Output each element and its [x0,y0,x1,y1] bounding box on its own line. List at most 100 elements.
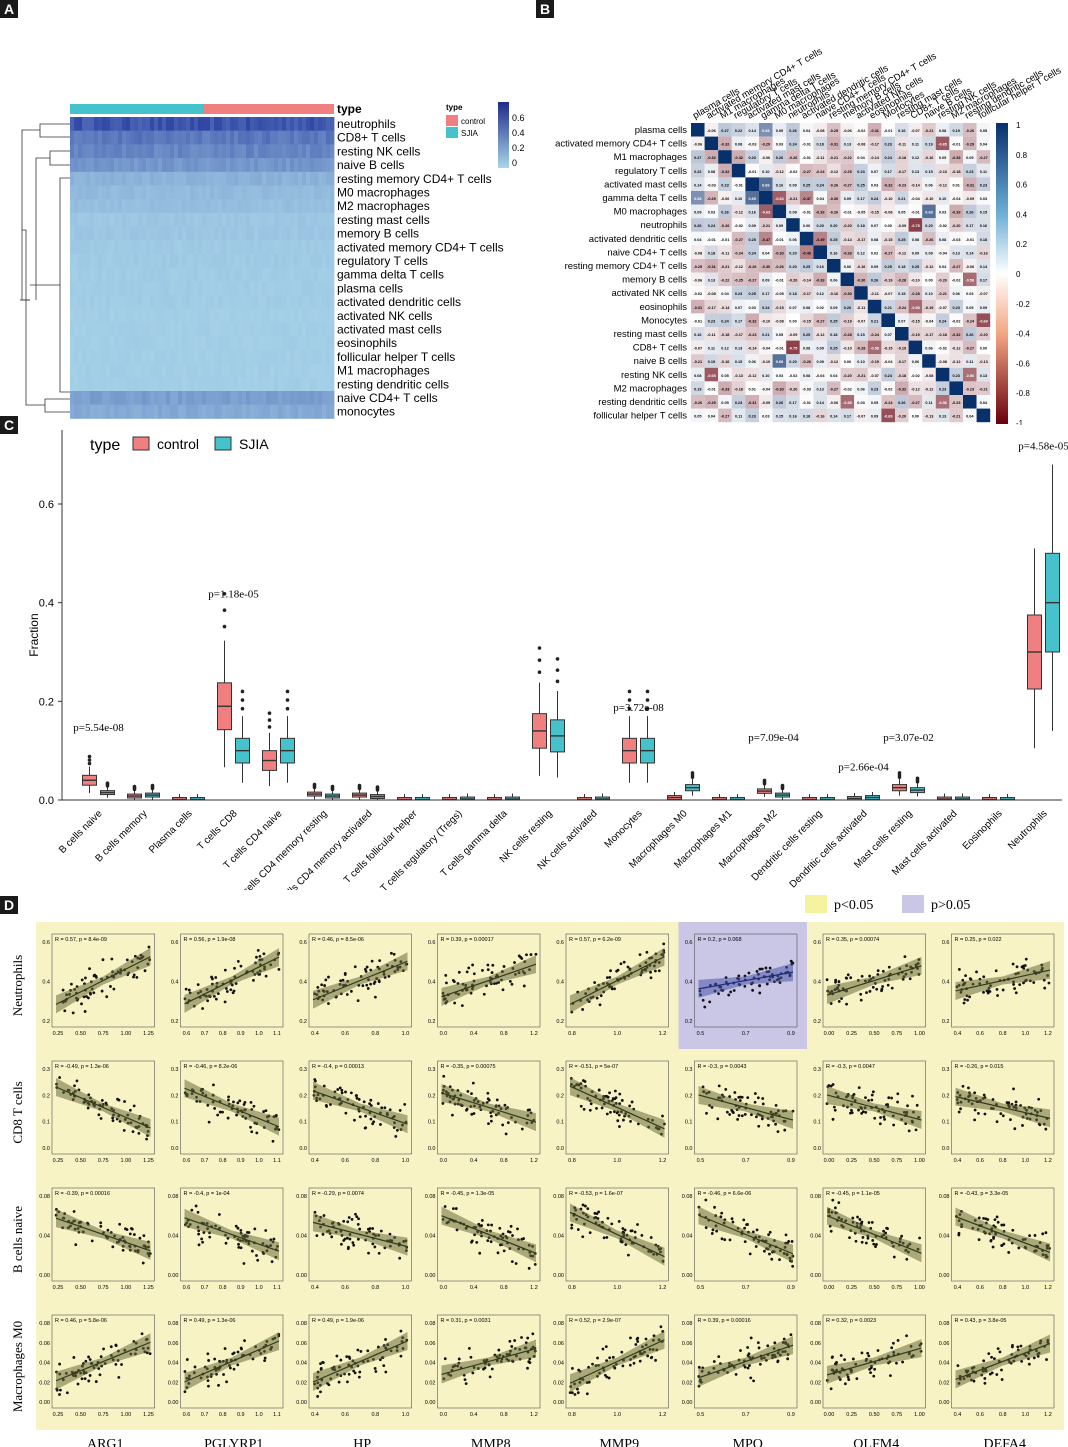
heatmap-cell [302,158,307,173]
heatmap-cell [86,336,91,351]
scatter-point [989,1239,993,1242]
corr-value: -0.04 [911,197,921,201]
heatmap-cell [246,254,251,269]
y-tick-label: 0.4 [556,980,564,986]
heatmap-cell [258,158,263,173]
scatter-point [871,985,875,989]
heatmap-cell [162,281,167,296]
regression-line [55,1086,151,1129]
heatmap-cell [206,171,211,186]
scatter-point [212,1083,215,1087]
corr-cell [827,354,841,368]
scatter-point [355,1094,358,1097]
heatmap-cell [222,267,227,282]
heatmap-cell [278,267,283,282]
heatmap-cell [90,240,95,255]
heatmap-cell [154,336,159,351]
corr-cell [813,177,827,191]
heatmap-cell [138,117,143,132]
heatmap-cell [242,308,247,323]
scatter-point [488,1375,492,1379]
scatter-point [369,1098,373,1102]
heatmap-cell [166,117,171,132]
corr-cell [908,245,923,259]
scatter-point [340,1091,344,1095]
heatmap-cell [82,171,87,186]
x-tick-label: 0.75 [98,1031,109,1037]
corr-cell [799,367,814,382]
y-tick-label: 0.2 [171,1019,179,1025]
scatter-point [229,988,233,992]
legend-label: control [157,436,199,452]
corr-cell [731,150,746,164]
regression-line [955,1096,1051,1119]
scatter-point [720,1237,724,1241]
heatmap-cell [254,130,259,145]
heatmap-cell [178,336,183,351]
corr-row-label: activated dendritic cells [589,234,687,245]
corr-value: 0.14 [694,183,702,187]
corr-cell [704,272,719,287]
heatmap-cell [250,391,255,406]
heatmap-cell [202,144,207,159]
y-tick-label: 0.04 [39,1234,50,1240]
corr-value: -0.31 [748,401,757,405]
scatter-point [392,952,396,956]
y-tick-label: 0.3 [171,1067,179,1073]
heatmap-cell [234,308,239,323]
heatmap-cell [210,404,215,419]
heatmap-cell [114,254,119,269]
y-tick-label: 0.00 [425,1273,436,1279]
heatmap-cell [302,404,307,419]
corr-value: 0.10 [762,170,769,174]
heatmap-cell [246,226,251,241]
corr-cell [922,313,936,327]
x-tick-label: 0.8 [219,1285,227,1291]
heatmap-cell [150,377,155,392]
heatmap-cell [298,322,303,337]
y-tick-label: 0.00 [682,1273,693,1279]
heatmap-cell [86,349,91,364]
heatmap-cell [126,254,131,269]
scatter-point [102,1347,105,1351]
corr-value: 0.68 [776,360,783,364]
scatter-point [977,1216,981,1220]
heatmap-cell [234,281,239,296]
scatter-point [222,1373,225,1376]
scatter-point [731,1220,735,1224]
corr-row-label: memory B cells [622,275,687,286]
corr-value: -0.02 [789,170,798,174]
heatmap-cell [302,117,307,132]
corr-cell [772,272,787,287]
corr-cell [867,395,882,409]
heatmap-cell [214,281,219,296]
corr-cell [772,367,787,382]
heatmap-cell [226,199,231,214]
x-tick-label: 0.8 [219,1031,227,1037]
heatmap-cell [330,295,335,310]
scatter-point [132,975,135,979]
corr-value: 0.13 [844,143,851,147]
corr-value: -0.12 [925,387,934,391]
correlation-stat: R = 0.49, p = 1.3e-06 [184,1318,236,1324]
corr-value: 0.05 [871,401,878,405]
corr-cell [799,272,814,287]
heatmap-cell [102,267,107,282]
heatmap-cell [74,404,79,419]
heatmap-cell [198,185,203,200]
scatter-point [384,1338,387,1341]
scatter-point [340,1242,343,1246]
corr-cell [922,408,936,423]
scatter-point [184,987,188,991]
correlation-stat: R = -0.3, p = 0.0043 [698,1064,747,1070]
heatmap-cell [222,254,227,269]
scatter-point [1033,1234,1037,1237]
heatmap-cell [194,308,199,323]
scatter-point [886,983,890,987]
heatmap-cell [282,336,287,351]
heatmap-cell [202,336,207,351]
heatmap-cell [238,158,243,173]
corr-cell [976,327,991,341]
heatmap-cell [234,212,239,227]
corr-cell [881,354,895,368]
